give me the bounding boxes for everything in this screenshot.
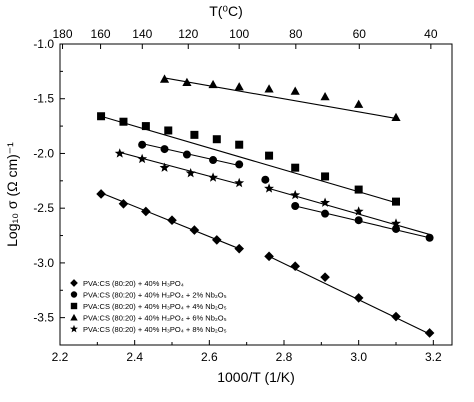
circle-data-point: [291, 201, 300, 210]
star-data-point: [391, 218, 401, 228]
diamond-data-point: [167, 215, 177, 226]
y-tick-label: -2.0: [33, 146, 54, 160]
y-tick-label: -1.5: [33, 92, 54, 106]
x-tick-label: 2.6: [201, 350, 218, 364]
circle-data-point: [261, 175, 270, 184]
circle-data-point: [138, 140, 147, 149]
star-data-point: [208, 172, 219, 182]
diamond-data-point: [212, 235, 222, 245]
triangle-data-point: [320, 91, 330, 101]
fit-line: [119, 151, 240, 185]
x-axis-title: 1000/T (1/K): [217, 369, 295, 385]
square-data-point: [164, 126, 173, 135]
diamond-data-point: [320, 272, 330, 282]
diamond-data-point: [391, 311, 401, 322]
diamond-data-point: [264, 251, 274, 262]
diamond-data-point: [189, 225, 200, 235]
y-tick-label: -1.0: [33, 37, 54, 51]
top-axis-title: T(⁰C): [209, 3, 243, 19]
legend: PVA:CS (80:20) + 40% H₃PO₄ PVA:CS (80:20)…: [70, 279, 227, 334]
circle-data-point: [209, 156, 218, 165]
star-data-point: [137, 153, 148, 164]
y-tick-label: -2.5: [33, 201, 54, 215]
square-data-point: [291, 163, 300, 172]
top-tick-label: 120: [178, 27, 198, 41]
diamond-data-point: [424, 328, 435, 338]
square-data-point: [354, 185, 363, 194]
top-tick-label: 80: [289, 27, 303, 41]
triangle-data-point: [290, 86, 300, 95]
circle-data-point: [321, 209, 330, 218]
fit-line: [100, 115, 397, 204]
top-tick-label: 180: [53, 27, 73, 41]
legend-square-icon: [70, 302, 78, 310]
y-tick-label: -3.0: [33, 256, 54, 270]
x-tick-label: 2.4: [126, 350, 143, 364]
star-data-point: [185, 167, 196, 178]
square-data-point: [141, 122, 150, 131]
square-data-point: [265, 151, 274, 160]
y-tick-label: -3.5: [33, 311, 54, 325]
legend-label: PVA:CS (80:20) + 40% H₃PO₄ + 8% Nb₂O₅: [83, 325, 227, 334]
star-data-point: [353, 206, 364, 216]
circle-data-point: [354, 216, 363, 225]
star-data-point: [234, 177, 245, 188]
y-axis-title: Log₁₀ σ (Ω cm)⁻¹: [4, 142, 20, 247]
legend-diamond-icon: [70, 279, 78, 287]
top-tick-label: 100: [229, 27, 249, 41]
legend-triangle-icon: [70, 313, 78, 321]
diamond-data-point: [96, 189, 106, 199]
diamond-data-point: [234, 243, 244, 254]
top-tick-label: 40: [424, 27, 438, 41]
circle-data-point: [235, 160, 244, 169]
triangle-data-point: [354, 99, 364, 108]
legend-label: PVA:CS (80:20) + 40% H₃PO₄ + 6% Nb₂O₅: [83, 314, 227, 323]
top-tick-label: 160: [91, 27, 111, 41]
circle-data-point: [182, 150, 191, 159]
square-data-point: [119, 117, 128, 126]
star-data-point: [264, 183, 275, 193]
top-tick-label: 140: [132, 27, 152, 41]
x-tick-label: 3.0: [350, 350, 367, 364]
square-data-point: [235, 140, 244, 149]
triangle-data-point: [182, 77, 192, 86]
square-data-point: [321, 172, 330, 181]
axes: 2.2 2.4 2.6 2.8 3.0 3.2 -1.0 -1.5 -2.0 -2.5 -3.0 -3…: [4, 3, 453, 385]
diamond-data-point: [141, 206, 151, 217]
x-tick-label: 2.2: [52, 350, 69, 364]
circle-data-point: [160, 145, 169, 154]
star-data-point: [159, 162, 170, 172]
triangle-data-point: [264, 84, 274, 93]
legend-label: PVA:CS (80:20) + 40% H₃PO₄ + 4% Nb₂O₅: [83, 302, 227, 311]
x-tick-label: 3.2: [425, 350, 442, 364]
legend-label: PVA:CS (80:20) + 40% H₃PO₄: [83, 279, 184, 288]
data-markers: [96, 74, 435, 338]
triangle-data-point: [391, 112, 401, 122]
star-data-point: [290, 189, 301, 200]
legend-label: PVA:CS (80:20) + 40% H₃PO₄ + 2% Nb₂O₅: [83, 291, 227, 300]
square-data-point: [97, 112, 106, 121]
diamond-data-point: [118, 199, 129, 209]
plot-frame: [59, 43, 453, 346]
triangle-data-point: [159, 74, 170, 83]
x-tick-label: 2.8: [276, 350, 293, 364]
top-tick-label: 60: [353, 27, 367, 41]
diamond-data-point: [353, 293, 364, 303]
triangle-data-point: [208, 79, 218, 89]
square-data-point: [392, 197, 400, 206]
fit-line: [164, 77, 397, 119]
triangle-data-point: [234, 82, 244, 91]
legend-star-icon: [70, 324, 78, 333]
circle-data-point: [392, 224, 400, 233]
fit-line: [295, 205, 430, 239]
star-data-point: [320, 197, 331, 207]
star-data-point: [114, 148, 125, 158]
diamond-data-point: [290, 261, 300, 271]
square-data-point: [212, 135, 221, 144]
square-data-point: [190, 130, 199, 139]
legend-circle-icon: [70, 291, 78, 298]
circle-data-point: [425, 233, 434, 242]
